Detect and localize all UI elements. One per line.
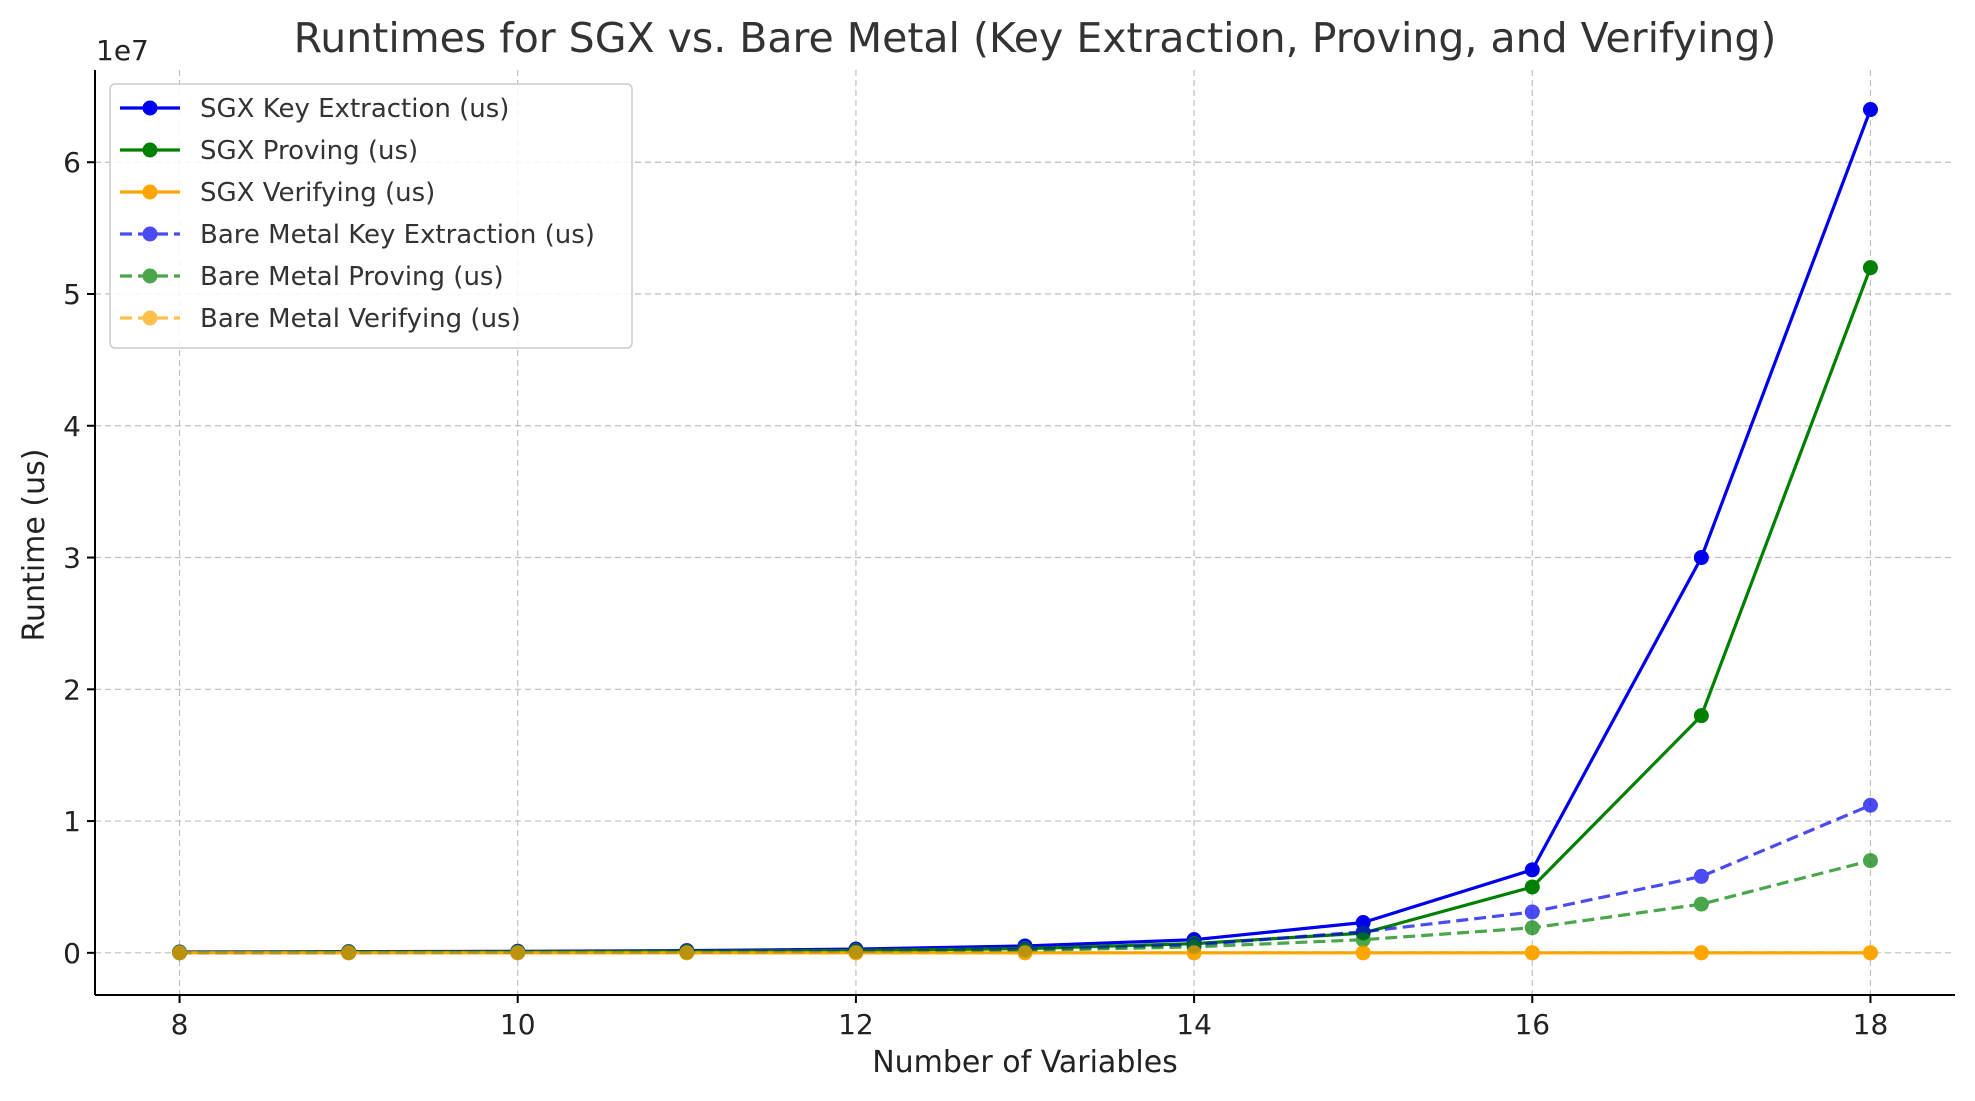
y-tick-label: 4 <box>63 410 81 443</box>
axes <box>87 70 1955 1003</box>
y-tick-label: 5 <box>63 278 81 311</box>
legend-item <box>120 184 180 200</box>
data-point <box>1524 904 1540 920</box>
x-tick-label: 16 <box>1514 1008 1550 1041</box>
legend-marker <box>142 142 158 158</box>
data-point <box>1862 945 1878 961</box>
data-point <box>848 945 864 961</box>
legend-label: Bare Metal Key Extraction (us) <box>200 220 595 250</box>
y-tick-label: 2 <box>63 673 81 706</box>
x-tick-label: 12 <box>838 1008 874 1041</box>
data-point <box>1862 102 1878 118</box>
legend-label: Bare Metal Verifying (us) <box>200 304 521 334</box>
legend-marker <box>142 184 158 200</box>
series-line <box>179 803 1872 955</box>
data-point <box>1862 797 1878 813</box>
data-point <box>1524 862 1540 878</box>
data-point <box>1862 853 1878 869</box>
legend: SGX Key Extraction (us) SGX Proving (us) S… <box>109 83 633 349</box>
legend-marker <box>142 268 158 284</box>
data-point <box>1693 708 1709 724</box>
x-tick-label: 8 <box>171 1008 189 1041</box>
data-point <box>341 945 357 961</box>
y-tick-label: 6 <box>63 146 81 179</box>
data-point <box>1355 932 1371 948</box>
legend-item <box>120 142 180 158</box>
x-tick-labels: 8 10 12 14 16 18 <box>171 1008 1889 1041</box>
legend-item <box>120 226 180 242</box>
y-tick-label: 0 <box>63 937 81 970</box>
y-tick-labels: 0 1 2 3 4 5 6 <box>63 146 81 970</box>
legend-marker <box>142 226 158 242</box>
legend-frame <box>109 83 633 349</box>
data-point <box>510 945 526 961</box>
data-point <box>1524 879 1540 895</box>
legend-marker <box>142 310 158 326</box>
series-group-item <box>172 797 1878 961</box>
series-group-item <box>172 945 1878 961</box>
legend-item <box>120 100 180 116</box>
series-group <box>172 102 1878 961</box>
legend-label: SGX Proving (us) <box>200 136 418 166</box>
data-point <box>1017 945 1033 961</box>
data-point <box>1524 945 1540 961</box>
x-tick-label: 10 <box>500 1008 536 1041</box>
y-offset-label: 1e7 <box>96 34 149 67</box>
data-point <box>1355 945 1371 961</box>
data-point <box>172 945 188 961</box>
y-axis-label: Runtime (us) <box>17 449 52 642</box>
series-group-item <box>172 853 1878 961</box>
series-group-item <box>172 260 1878 960</box>
data-point <box>1693 945 1709 961</box>
legend-label: Bare Metal Proving (us) <box>200 262 504 292</box>
data-point <box>1693 896 1709 912</box>
legend-label: SGX Key Extraction (us) <box>200 94 509 124</box>
data-point <box>1693 868 1709 884</box>
data-point <box>679 945 695 961</box>
data-point <box>1186 945 1202 961</box>
data-point <box>1524 920 1540 936</box>
x-tick-label: 14 <box>1176 1008 1212 1041</box>
x-tick-label: 18 <box>1853 1008 1889 1041</box>
legend-marker <box>142 100 158 116</box>
series-line <box>179 267 1872 954</box>
y-tick-label: 3 <box>63 542 81 575</box>
legend-item <box>120 268 180 284</box>
x-axis-label: Number of Variables <box>872 1045 1178 1080</box>
legend-label: SGX Verifying (us) <box>200 178 435 208</box>
y-tick-label: 1 <box>63 805 81 838</box>
chart-title: Runtimes for SGX vs. Bare Metal (Key Ext… <box>294 14 1777 62</box>
legend-item <box>120 310 180 326</box>
data-point <box>1862 260 1878 276</box>
data-point <box>1693 550 1709 566</box>
